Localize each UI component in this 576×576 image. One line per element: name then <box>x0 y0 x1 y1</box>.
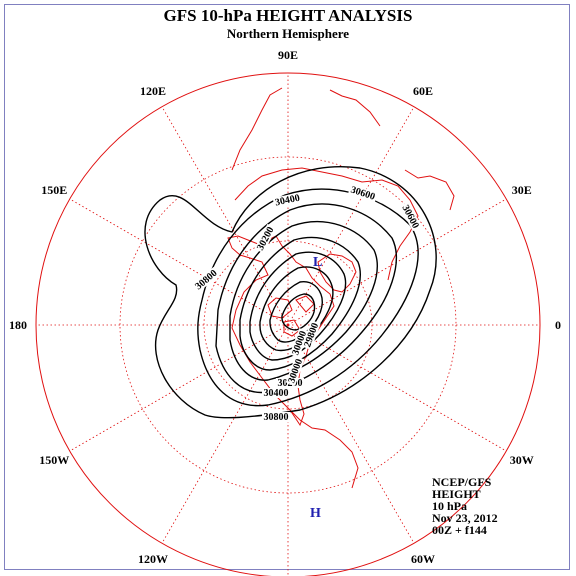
info-source: NCEP/GFS <box>432 475 492 489</box>
low-pressure-marker: L <box>313 255 322 270</box>
contour-label: 30600 <box>349 185 376 203</box>
contour-30200 <box>229 221 378 381</box>
info-date: Nov 23, 2012 <box>432 511 498 525</box>
contour-label-bg <box>262 412 290 422</box>
meridian-lon-60w <box>287 324 415 544</box>
coastline-eurasia <box>231 87 455 281</box>
longitude-label-lon-150e: 150E <box>41 183 67 197</box>
contour-29800 <box>249 251 347 361</box>
meridian-lon-60e <box>287 106 415 326</box>
longitude-label-lon-120e: 120E <box>140 84 166 98</box>
coastlines <box>227 87 455 489</box>
contour-label-bg <box>285 356 305 386</box>
coastline-central-america <box>289 409 359 489</box>
contour-label-bg <box>272 192 303 208</box>
meridian-lon-120w <box>161 324 289 544</box>
contour-label: 30400 <box>274 193 301 209</box>
map-subtitle: Northern Hemisphere <box>226 26 350 41</box>
contour-label-bg <box>289 328 309 358</box>
contour-30400 <box>215 203 397 394</box>
info-run: 00Z + f144 <box>432 523 487 537</box>
high-pressure-marker: H <box>310 506 321 521</box>
longitude-label-lon-30e: 30E <box>512 183 532 197</box>
longitude-label-lon-120w: 120W <box>138 552 168 566</box>
meridian-lon-150e <box>69 198 289 326</box>
lat-lon-grid <box>35 72 541 576</box>
contour-label: 30400 <box>264 388 289 399</box>
longitude-label-lon-60e: 60E <box>413 84 433 98</box>
figure-frame <box>4 4 570 570</box>
info-field: HEIGHT <box>432 487 481 501</box>
longitude-label-lon-90e: 90E <box>278 48 298 62</box>
map-title: GFS 10-hPa HEIGHT ANALYSIS <box>163 6 413 25</box>
longitude-label-lon-30w: 30W <box>510 453 534 467</box>
contour-29400 <box>269 281 323 343</box>
contour-29600 <box>259 266 334 352</box>
meridian-lon-30w <box>287 324 507 452</box>
contour-label-bg <box>348 184 378 203</box>
contour-30000 <box>239 236 361 371</box>
hemisphere-boundary <box>35 72 541 576</box>
meridian-lon-150w <box>69 324 289 452</box>
meridian-lon-120e <box>161 106 289 326</box>
contour-label-layer: 30400 30600302003080030000298003060030400… <box>192 184 422 423</box>
longitude-label-lon-180: 180 <box>9 318 27 332</box>
contour-29200 <box>281 293 316 331</box>
contour-label-bg <box>399 201 422 232</box>
longitude-label-lon-60w: 60W <box>411 552 435 566</box>
info-level: 10 hPa <box>432 499 468 513</box>
info-block: NCEP/GFS HEIGHT 10 hPa Nov 23, 2012 00Z … <box>432 476 498 536</box>
coastline-greenland <box>317 253 357 293</box>
contour-label-bg <box>301 320 321 350</box>
longitude-label-layer: 90E60E30E030W60W90W120W150W180150E120E <box>9 48 561 566</box>
contour-label-bg <box>254 223 277 254</box>
longitude-label-lon-0: 0 <box>555 318 561 332</box>
contour-label-bg <box>192 266 221 293</box>
contour-30800-outer <box>144 166 437 419</box>
longitude-label-lon-150w: 150W <box>39 453 69 467</box>
contour-label: 30800 <box>264 412 289 423</box>
contour-label-bg <box>262 388 290 398</box>
